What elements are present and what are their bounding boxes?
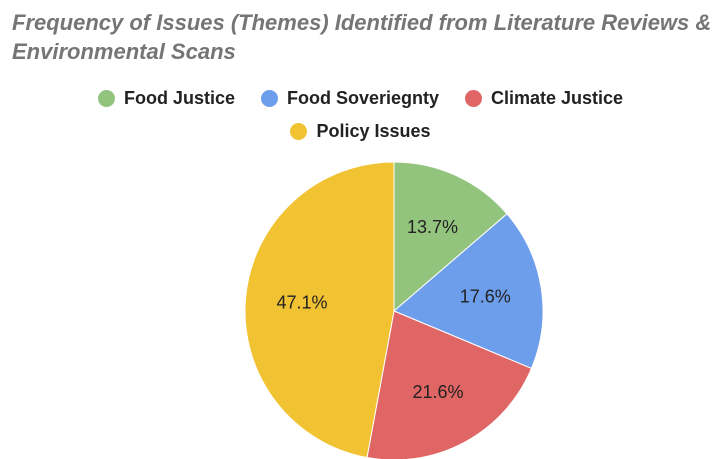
pie-slice-food-sovereignty[interactable] bbox=[393, 213, 544, 370]
legend-label-food-justice: Food Justice bbox=[123, 88, 235, 108]
legend-label-food-sovereignty: Food Soveriegnty bbox=[286, 88, 439, 108]
chart-title: Frequency of Issues (Themes) Identified … bbox=[12, 10, 712, 64]
legend-swatch-food-justice bbox=[97, 90, 115, 107]
slice-label-food-justice: 13.7% bbox=[407, 217, 458, 237]
legend-swatch-food-sovereignty bbox=[260, 90, 278, 107]
pie-slice-food-justice[interactable] bbox=[393, 161, 508, 313]
pie-slice-policy-issues[interactable] bbox=[244, 161, 395, 459]
legend-label-climate-justice: Climate Justice bbox=[490, 88, 624, 108]
legend-item-policy-issues[interactable]: Policy Issues bbox=[290, 121, 431, 142]
legend-row-1: Food Justice Food Soveriegnty Climate Ju… bbox=[0, 88, 721, 109]
slice-label-policy-issues: 47.1% bbox=[276, 293, 327, 313]
legend-item-climate-justice[interactable]: Climate Justice bbox=[464, 88, 624, 109]
legend-item-food-justice[interactable]: Food Justice bbox=[97, 88, 235, 109]
legend-label-policy-issues: Policy Issues bbox=[316, 121, 431, 141]
legend-swatch-climate-justice bbox=[464, 90, 482, 107]
slice-label-food-sovereignty: 17.6% bbox=[460, 287, 511, 307]
legend-row-2: Policy Issues bbox=[0, 121, 721, 142]
legend-item-food-sovereignty[interactable]: Food Soveriegnty bbox=[260, 88, 439, 109]
legend-swatch-policy-issues bbox=[290, 123, 308, 140]
slice-label-climate-justice: 21.6% bbox=[412, 382, 463, 402]
pie-slice-climate-justice[interactable] bbox=[366, 310, 533, 459]
